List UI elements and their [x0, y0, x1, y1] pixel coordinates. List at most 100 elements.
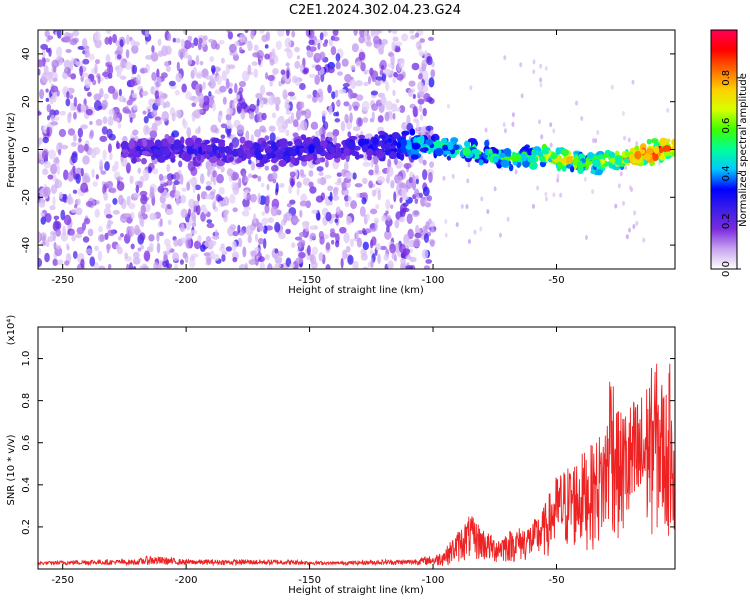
spectrogram-cell: [185, 137, 194, 147]
spectrogram-x-label: Height of straight line (km): [288, 285, 424, 296]
spectrogram-cell: [349, 112, 353, 123]
spectrogram-cell: [290, 112, 295, 123]
spectrogram-cell: [539, 160, 547, 168]
spectrogram-cell: [295, 145, 301, 155]
spectrogram-cell: [264, 203, 270, 214]
spectrogram-cell: [359, 206, 366, 217]
spectrogram-cell: [343, 101, 350, 107]
spectrogram-cell: [44, 58, 51, 63]
spectrogram-cell: [264, 147, 273, 154]
spectrogram-cell: [204, 194, 213, 200]
spectrogram-cell: [312, 153, 318, 161]
spectrogram-cell: [390, 180, 395, 189]
spectrogram-cell: [368, 169, 375, 176]
spectrogram-cell: [284, 37, 292, 49]
spectrogram-cell: [53, 116, 60, 121]
spectrogram-cell: [173, 171, 180, 182]
spectrogram-cell: [259, 125, 266, 133]
spectrogram-cell: [130, 39, 136, 46]
spectrogram-cell: [348, 89, 354, 100]
spectrogram-cell: [328, 195, 333, 201]
spectrogram-cell: [308, 73, 316, 79]
spectrogram-cell: [492, 156, 499, 163]
spectrogram-cell: [414, 188, 420, 197]
spectrogram-cell: [375, 150, 380, 155]
spectrogram-cell: [83, 217, 91, 225]
spectrogram-cell: [347, 141, 356, 150]
spectrogram-cell: [182, 120, 188, 129]
spectrogram-cell: [52, 231, 56, 242]
spectrogram-cell: [294, 236, 303, 241]
spectrogram-cell: [57, 259, 64, 266]
spectrogram-cell: [363, 81, 369, 87]
spectrogram-cell: [341, 168, 347, 178]
spectrogram-cell: [254, 129, 262, 138]
spectrogram-cell: [299, 169, 305, 176]
spectrogram-cell: [379, 69, 384, 76]
spectrogram-cell: [240, 101, 248, 110]
spectrogram-cell: [121, 148, 129, 154]
spectrogram-cell: [212, 253, 220, 261]
spectrogram-cell: [354, 183, 363, 188]
spectrogram-cell: [140, 204, 146, 215]
spectrogram-cell: [265, 72, 269, 80]
spectrogram-cell: [43, 186, 51, 197]
spectrogram-cell: [381, 143, 391, 150]
spectrogram-cell: [63, 214, 72, 226]
spectrogram-cell: [229, 224, 237, 231]
spectrogram-cell: [116, 246, 123, 255]
spectrogram-cell: [350, 79, 357, 89]
spectrogram-cell: [46, 126, 50, 137]
spectrogram-cell: [341, 58, 349, 67]
spectrogram-cell: [137, 247, 142, 252]
spectrogram-cell: [358, 51, 366, 61]
spectrogram-cell: [371, 103, 379, 111]
spectrogram-cell: [179, 136, 185, 145]
spectrogram-cell: [413, 118, 419, 123]
spectrogram-cell: [334, 118, 341, 123]
spectrogram-cell: [409, 30, 415, 35]
spectrogram-cell: [362, 161, 371, 167]
spectrogram-cell: [395, 41, 403, 47]
spectrogram-cell: [608, 158, 616, 163]
spectrogram-cell: [151, 109, 158, 118]
spectrogram-cell: [142, 265, 149, 269]
spectrogram-cell: [150, 51, 159, 62]
spectrogram-cell: [277, 250, 284, 257]
spectrogram-cell: [345, 245, 351, 253]
spectrogram-cell: [304, 154, 314, 161]
spectrogram-cell: [178, 160, 183, 168]
spectrogram-cell: [44, 212, 52, 223]
spectrogram-cell: [158, 231, 164, 237]
spectrogram-cell: [75, 61, 84, 67]
spectrogram-cell: [146, 105, 153, 112]
spectrogram-cell: [527, 156, 536, 163]
spectrogram-cell: [243, 149, 252, 154]
spectrogram-cell: [420, 127, 426, 137]
spectrogram-cell: [444, 232, 448, 238]
spectrogram-cell: [85, 248, 93, 255]
spectrogram-cell: [199, 244, 206, 252]
spectrogram-cell: [412, 93, 416, 100]
spectrogram-cell: [71, 152, 78, 164]
spectrogram-cell: [38, 230, 41, 242]
spectrogram-cell: [632, 224, 636, 230]
spectrogram-cell: [286, 203, 292, 208]
spectrogram-cell: [102, 149, 107, 161]
spectrogram-cell: [357, 230, 364, 235]
spectrogram-cell: [149, 130, 158, 139]
spectrogram-cell: [288, 184, 292, 195]
spectrogram-cell: [340, 257, 344, 269]
spectrogram-cell: [58, 128, 67, 138]
spectrogram-cell: [331, 91, 336, 99]
spectrogram-cell: [103, 191, 109, 201]
spectrogram-cell: [210, 65, 216, 74]
spectrogram-cell: [308, 144, 315, 154]
spectrogram-cell: [225, 78, 230, 90]
spectrogram-cell: [161, 110, 170, 122]
spectrogram-cell: [370, 157, 374, 168]
spectrogram-cell: [260, 182, 265, 188]
spectrogram-cell: [583, 176, 587, 182]
spectrogram-cell: [108, 220, 114, 225]
spectrogram-cell: [56, 46, 63, 58]
